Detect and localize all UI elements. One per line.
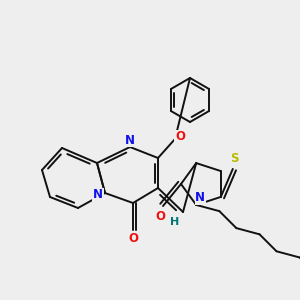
Text: O: O — [128, 232, 138, 245]
Text: N: N — [93, 188, 103, 202]
Text: N: N — [125, 134, 135, 146]
Text: S: S — [230, 152, 239, 165]
Text: H: H — [170, 217, 180, 227]
Text: O: O — [175, 130, 185, 143]
Text: N: N — [195, 191, 205, 204]
Text: O: O — [155, 209, 165, 223]
